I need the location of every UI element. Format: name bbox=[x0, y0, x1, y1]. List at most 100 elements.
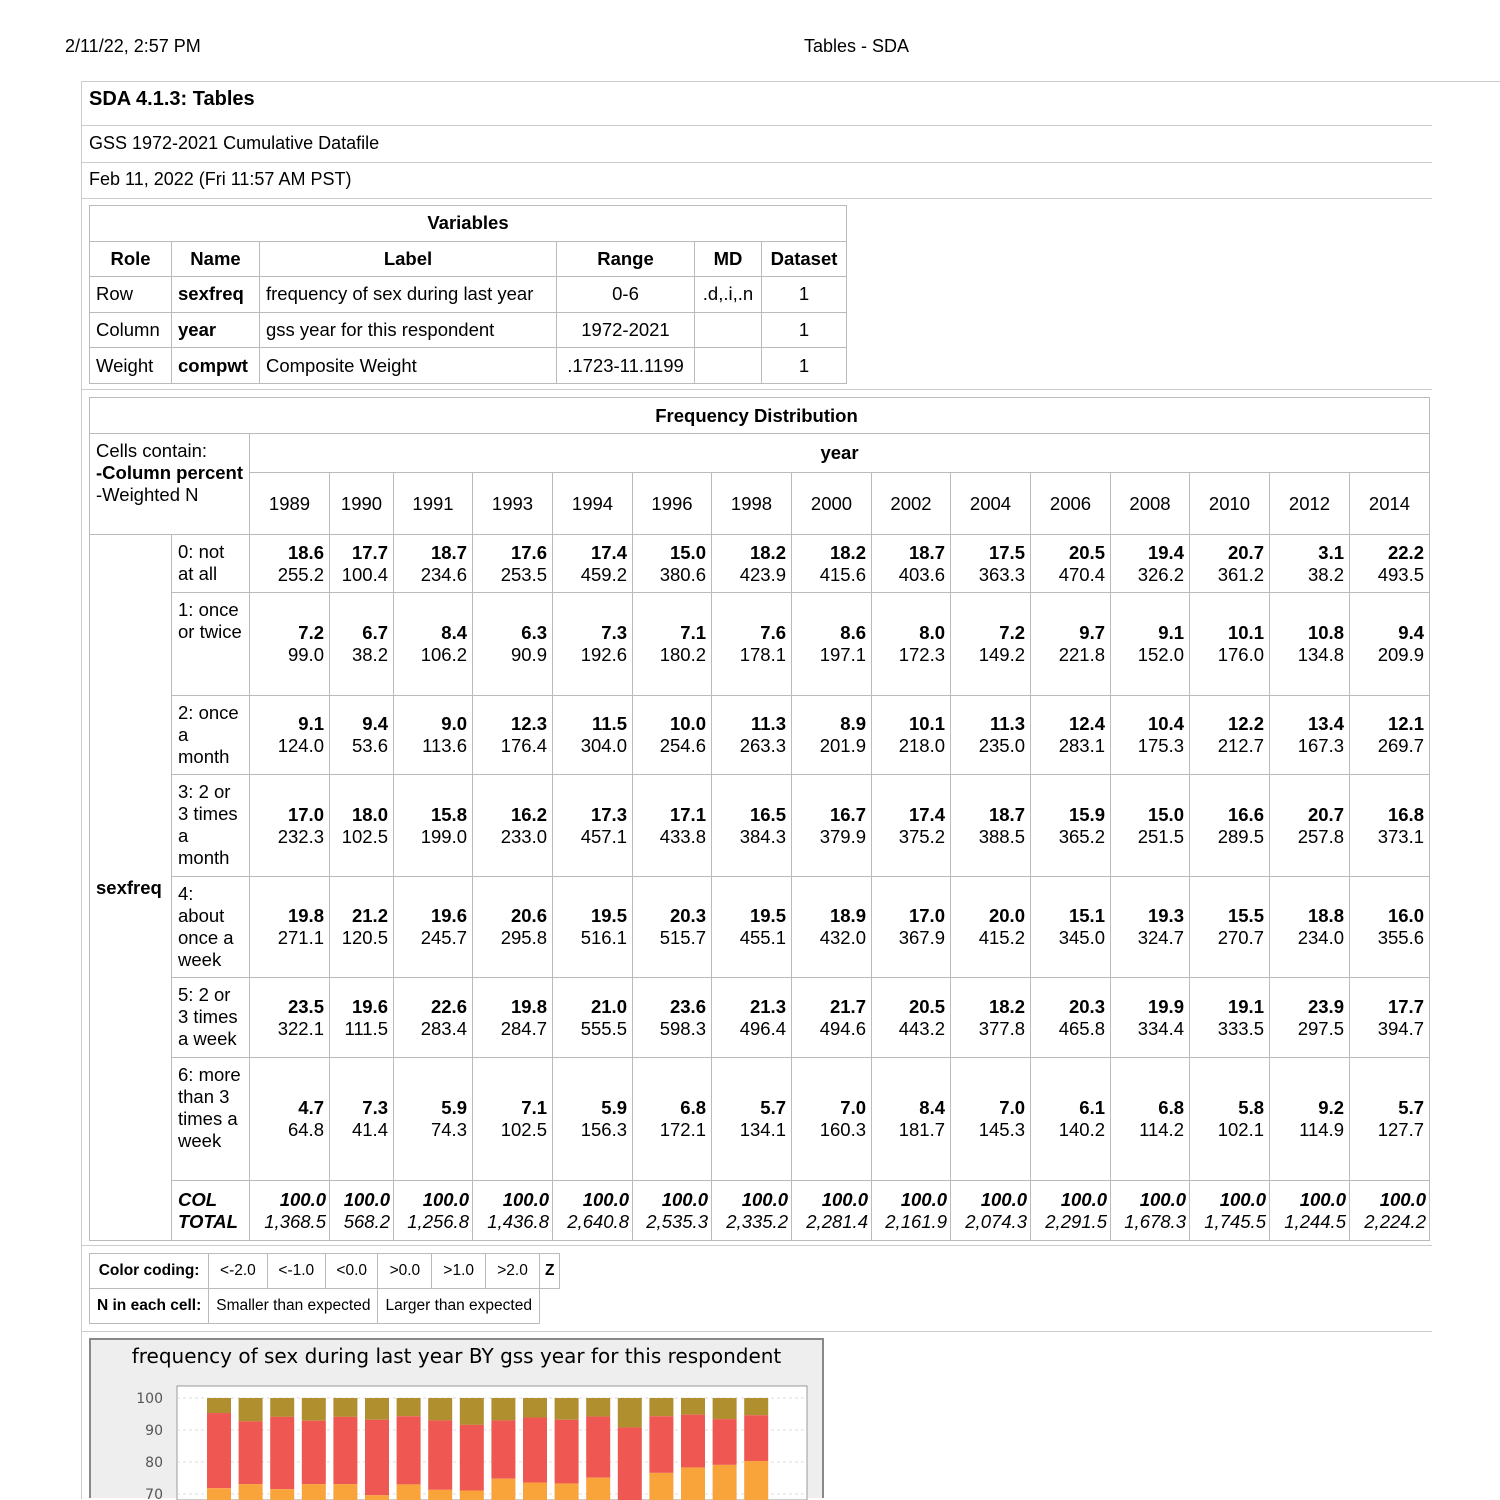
data-cell: 12.2 212.7 bbox=[1189, 695, 1270, 775]
data-cell: 21.2 120.5 bbox=[329, 876, 394, 978]
data-cell: 12.4 283.1 bbox=[1030, 695, 1111, 775]
year-header: 1990 bbox=[329, 472, 394, 535]
weighted-n: 493.5 bbox=[1377, 563, 1424, 585]
weighted-n: 415.2 bbox=[978, 927, 1025, 948]
bar-segment-code-5 bbox=[586, 1416, 611, 1478]
column-percent: 20.7 bbox=[1227, 541, 1264, 563]
data-cell: 9.2 114.9 bbox=[1269, 1057, 1350, 1181]
column-percent: 21.0 bbox=[590, 995, 627, 1017]
weighted-n: 134.1 bbox=[739, 1119, 786, 1140]
column-percent: 16.6 bbox=[1227, 803, 1264, 825]
bar-segment-code-4 bbox=[270, 1489, 295, 1500]
bar-segment-code-5 bbox=[238, 1421, 263, 1485]
data-cell: 20.3 515.7 bbox=[632, 876, 712, 978]
column-percent: 10.1 bbox=[908, 713, 945, 734]
data-cell: 11.5 304.0 bbox=[552, 695, 633, 775]
column-percent: 20.7 bbox=[1307, 803, 1344, 825]
column-percent: 10.8 bbox=[1307, 622, 1344, 643]
total-percent: 100.0 bbox=[343, 1188, 390, 1210]
data-cell: 18.6 255.2 bbox=[249, 534, 330, 593]
app-title: SDA 4.1.3: Tables bbox=[89, 88, 255, 110]
column-percent: 11.3 bbox=[990, 713, 1025, 734]
column-percent: 15.8 bbox=[430, 803, 467, 825]
data-cell: 10.4 175.3 bbox=[1110, 695, 1190, 775]
column-percent: 20.5 bbox=[908, 995, 945, 1017]
weighted-n: 90.9 bbox=[510, 644, 547, 665]
weighted-n: 140.2 bbox=[1058, 1119, 1105, 1140]
data-cell: 9.4 53.6 bbox=[329, 695, 394, 775]
year-header: 2002 bbox=[871, 472, 951, 535]
column-percent: 17.6 bbox=[510, 541, 547, 563]
bar-segment-code-5 bbox=[712, 1419, 737, 1465]
chart-plot: 100 90 80 70 bbox=[136, 1385, 808, 1500]
data-cell: 19.9 334.4 bbox=[1110, 977, 1190, 1058]
data-cell: 20.7 361.2 bbox=[1189, 534, 1270, 593]
weighted-n: 289.5 bbox=[1217, 825, 1264, 847]
year-header: 1994 bbox=[552, 472, 633, 535]
table-row: 2: once a month 9.1 124.0 9.4 53.6 9.0 113.6 12… bbox=[90, 695, 1430, 775]
total-label: COL TOTAL bbox=[171, 1180, 250, 1241]
column-header: Role bbox=[89, 240, 172, 278]
row-label: 1: once or twice bbox=[171, 592, 250, 696]
column-percent: 12.3 bbox=[510, 713, 547, 734]
total-n: 1,368.5 bbox=[264, 1210, 326, 1232]
row-variable: sexfreq bbox=[89, 534, 172, 1241]
bar-segment-code-5 bbox=[491, 1420, 516, 1479]
bar-segment-code-6 bbox=[744, 1398, 769, 1416]
data-cell: 21.7 494.6 bbox=[791, 977, 872, 1058]
total-n: 2,161.9 bbox=[885, 1210, 947, 1232]
data-cell: 15.1 345.0 bbox=[1030, 876, 1111, 978]
data-cell: 3.1 38.2 bbox=[1269, 534, 1350, 593]
data-cell: 17.6 253.5 bbox=[472, 534, 553, 593]
total-cell: 100.0 568.2 bbox=[329, 1180, 394, 1241]
total-n: 2,335.2 bbox=[726, 1210, 788, 1232]
weighted-n: 257.8 bbox=[1297, 825, 1344, 847]
data-cell: 16.0 355.6 bbox=[1349, 876, 1430, 978]
data-cell: 13.4 167.3 bbox=[1269, 695, 1350, 775]
weighted-n: 297.5 bbox=[1297, 1017, 1344, 1039]
data-cell: 6.1 140.2 bbox=[1030, 1057, 1111, 1181]
data-cell: 19.8 284.7 bbox=[472, 977, 553, 1058]
data-cell: 16.2 233.0 bbox=[472, 774, 553, 877]
column-percent: 20.6 bbox=[510, 905, 547, 926]
total-cell: 100.0 2,335.2 bbox=[711, 1180, 792, 1241]
column-percent: 19.8 bbox=[510, 995, 547, 1017]
total-cell: 100.0 2,074.3 bbox=[950, 1180, 1031, 1241]
data-cell: 9.7 221.8 bbox=[1030, 592, 1111, 696]
data-cell: 10.8 134.8 bbox=[1269, 592, 1350, 696]
total-n: 1,436.8 bbox=[487, 1210, 549, 1232]
data-cell: 20.5 470.4 bbox=[1030, 534, 1111, 593]
column-percent: 19.8 bbox=[287, 905, 324, 926]
column-percent: 22.6 bbox=[430, 995, 467, 1017]
year-header: 2004 bbox=[950, 472, 1031, 535]
total-cell: 100.0 1,745.5 bbox=[1189, 1180, 1270, 1241]
bar-segment-code-4 bbox=[681, 1467, 705, 1500]
total-n: 1,244.5 bbox=[1284, 1210, 1346, 1232]
column-percent: 5.9 bbox=[601, 1097, 627, 1118]
weighted-n: 181.7 bbox=[898, 1119, 945, 1140]
bar-segment-code-5 bbox=[744, 1415, 769, 1462]
bar-segment-code-6 bbox=[554, 1398, 579, 1420]
data-cell: 5.9 74.3 bbox=[393, 1057, 473, 1181]
data-cell: 19.6 245.7 bbox=[393, 876, 473, 978]
column-percent: 6.3 bbox=[521, 622, 547, 643]
table-row: 6: more than 3 times a week 4.7 64.8 7.3 41.… bbox=[90, 1057, 1430, 1181]
total-n: 2,074.3 bbox=[965, 1210, 1027, 1232]
column-percent: 19.5 bbox=[590, 905, 627, 926]
variables-table: Variables Role Name Label Range MD Dataset Ro… bbox=[89, 205, 847, 384]
total-percent: 100.0 bbox=[1299, 1188, 1346, 1210]
weighted-n: 235.0 bbox=[978, 735, 1025, 756]
weighted-n: 102.5 bbox=[341, 825, 388, 847]
bar-segment-code-4 bbox=[365, 1495, 389, 1500]
data-cell: 7.6 178.1 bbox=[711, 592, 792, 696]
data-cell: 23.5 322.1 bbox=[249, 977, 330, 1058]
label-cell: Composite Weight bbox=[259, 347, 557, 384]
column-percent: 3.1 bbox=[1318, 541, 1344, 563]
bar-segment-code-5 bbox=[333, 1416, 358, 1485]
total-cell: 100.0 2,640.8 bbox=[552, 1180, 633, 1241]
data-cell: 7.2 149.2 bbox=[950, 592, 1031, 696]
total-percent: 100.0 bbox=[1379, 1188, 1426, 1210]
data-cell: 12.1 269.7 bbox=[1349, 695, 1430, 775]
column-percent: 22.2 bbox=[1387, 541, 1424, 563]
total-percent: 100.0 bbox=[582, 1188, 629, 1210]
